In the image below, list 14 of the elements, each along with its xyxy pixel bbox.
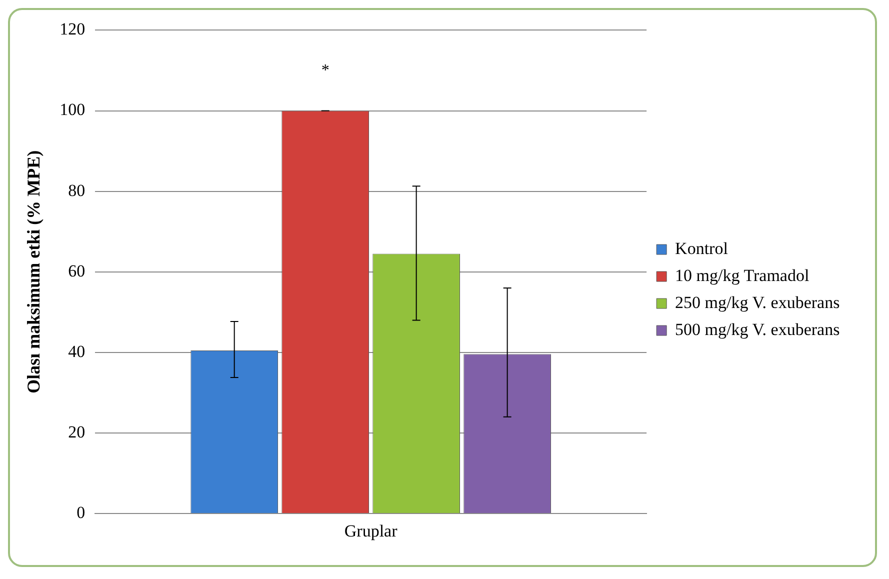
legend-label: Kontrol <box>675 238 728 258</box>
y-tick-label: 40 <box>68 342 86 361</box>
y-tick-label: 20 <box>68 422 86 442</box>
legend-label: 10 mg/kg Tramadol <box>675 266 810 285</box>
y-tick-label: 0 <box>76 503 86 522</box>
y-axis-title: Olası maksimum etki (% MPE) <box>23 150 44 394</box>
annotation: * <box>321 62 330 79</box>
legend-label: 500 mg/kg V. exuberans <box>675 320 840 339</box>
legend-label: 250 mg/kg V. exuberans <box>675 292 840 312</box>
y-tick-label: 60 <box>68 261 86 280</box>
y-tick-label: 120 <box>60 20 86 39</box>
y-tick-label: 100 <box>60 100 86 120</box>
y-tick-label: 80 <box>68 180 86 200</box>
x-tick-label: Gruplar <box>344 521 398 540</box>
